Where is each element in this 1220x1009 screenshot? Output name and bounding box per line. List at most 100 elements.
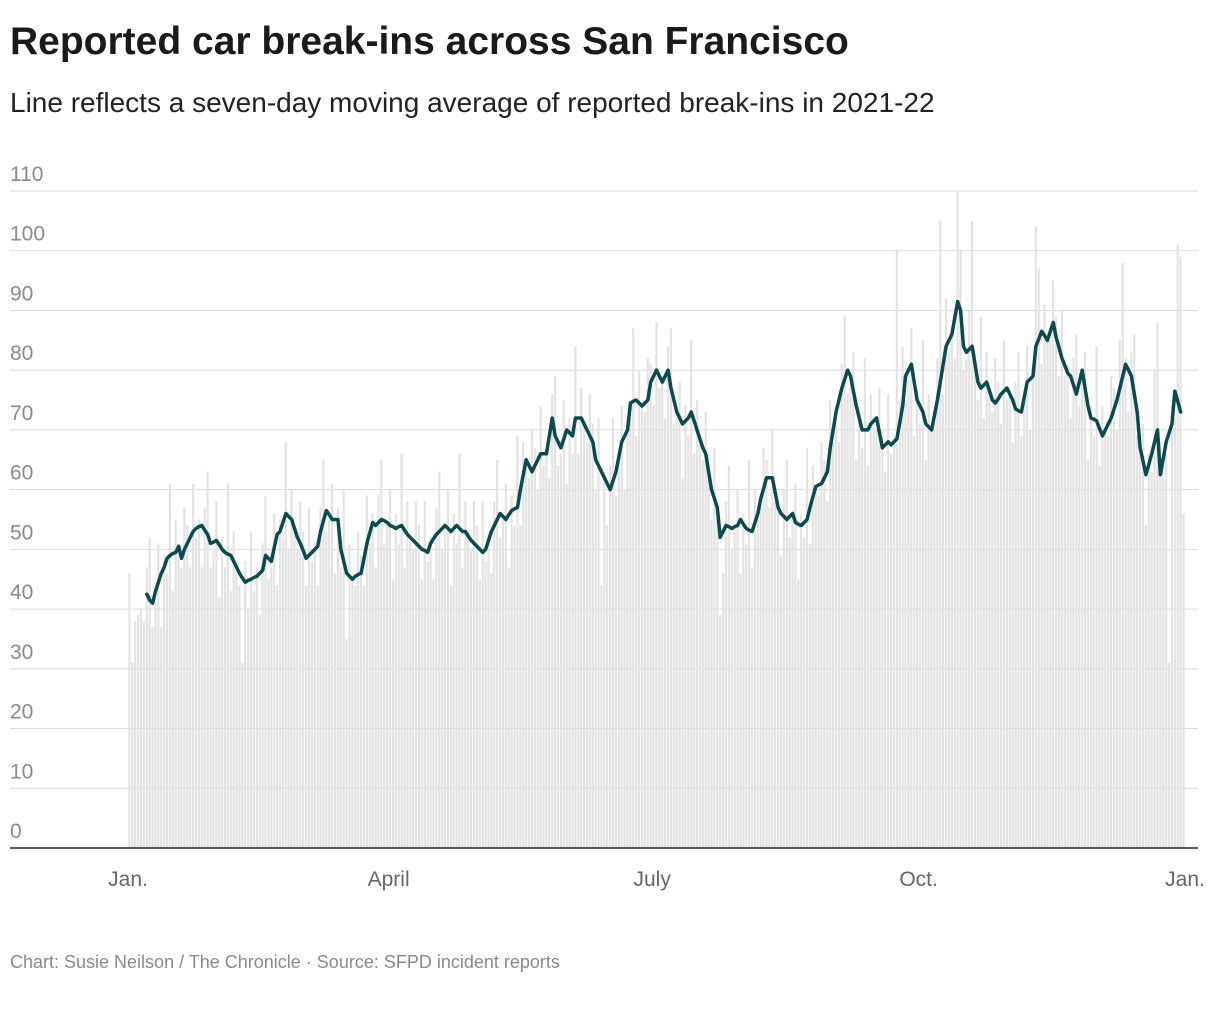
bar	[307, 507, 311, 848]
bar	[481, 501, 484, 848]
bar	[860, 447, 864, 848]
bar	[1112, 388, 1116, 848]
bar	[1124, 358, 1127, 848]
bar	[507, 567, 510, 848]
bar	[976, 400, 979, 848]
bar	[808, 543, 812, 848]
bar	[134, 621, 137, 848]
bar	[956, 191, 959, 848]
bar	[496, 459, 499, 848]
bar	[1170, 406, 1174, 848]
bar	[739, 573, 742, 848]
bar	[765, 459, 768, 848]
bar	[1165, 453, 1168, 848]
bar	[953, 358, 956, 848]
bar	[275, 585, 279, 848]
bar	[1159, 441, 1162, 848]
bar	[136, 615, 140, 848]
bar	[386, 525, 389, 848]
bar	[577, 453, 580, 848]
bar	[1150, 471, 1153, 848]
bar	[1037, 268, 1040, 848]
bar	[420, 579, 423, 848]
bar	[220, 537, 224, 848]
bar	[904, 400, 907, 848]
bar	[519, 525, 522, 848]
bar	[1034, 226, 1037, 848]
bar	[183, 507, 186, 848]
bar	[452, 513, 455, 848]
bar	[258, 615, 261, 848]
bar	[933, 423, 936, 848]
x-tick-label: April	[368, 868, 410, 891]
bar	[400, 453, 403, 848]
bar	[1043, 304, 1046, 848]
bar	[163, 555, 166, 848]
bar	[617, 459, 620, 848]
bar	[774, 501, 777, 848]
bar	[872, 417, 875, 848]
bar	[675, 417, 678, 848]
bar	[1008, 388, 1011, 848]
bar	[1115, 429, 1118, 848]
bar	[455, 543, 458, 848]
bar	[562, 400, 565, 848]
bar	[907, 376, 910, 848]
bar	[223, 567, 227, 848]
bar	[226, 483, 229, 848]
bar	[383, 543, 386, 848]
bar	[449, 585, 452, 848]
bar	[716, 519, 719, 848]
x-tick-label: Jan.	[108, 868, 148, 891]
bar	[1005, 400, 1008, 848]
bar	[1101, 406, 1104, 848]
y-tick-label: 60	[10, 462, 33, 485]
bar	[568, 417, 571, 848]
bar	[855, 459, 858, 848]
bar	[368, 543, 371, 848]
bar	[817, 495, 820, 848]
bar	[582, 423, 586, 848]
bar	[542, 465, 545, 848]
bar	[762, 447, 765, 848]
bar	[371, 513, 374, 848]
bar	[1075, 334, 1078, 848]
bar	[128, 573, 131, 848]
bar	[690, 340, 693, 848]
bar	[930, 429, 933, 848]
bar	[365, 495, 368, 848]
bar	[1167, 662, 1171, 848]
bar	[504, 483, 507, 848]
bar	[826, 501, 829, 848]
bar	[1046, 340, 1049, 848]
bar	[803, 537, 806, 848]
bar	[464, 501, 467, 848]
bar	[606, 525, 609, 848]
bar	[997, 382, 1000, 848]
bar	[1089, 406, 1092, 848]
bar	[753, 489, 757, 848]
bar	[600, 585, 603, 848]
bar	[771, 429, 774, 848]
bar	[212, 549, 215, 848]
bar	[924, 459, 927, 848]
bar	[548, 477, 551, 848]
bar	[646, 358, 649, 848]
bar	[866, 465, 869, 848]
bar	[247, 609, 250, 848]
moving-average-line	[145, 299, 1183, 605]
bar	[849, 382, 852, 848]
bar	[892, 435, 896, 848]
bar	[791, 519, 794, 848]
bar	[354, 585, 357, 848]
bar	[985, 352, 988, 848]
bar	[950, 328, 953, 848]
bar	[672, 423, 675, 848]
bar	[640, 406, 644, 848]
y-tick-label: 80	[10, 342, 33, 365]
bar	[533, 447, 536, 848]
bar	[490, 573, 493, 848]
bar	[701, 459, 704, 848]
bar	[142, 621, 145, 848]
bar	[748, 459, 751, 848]
